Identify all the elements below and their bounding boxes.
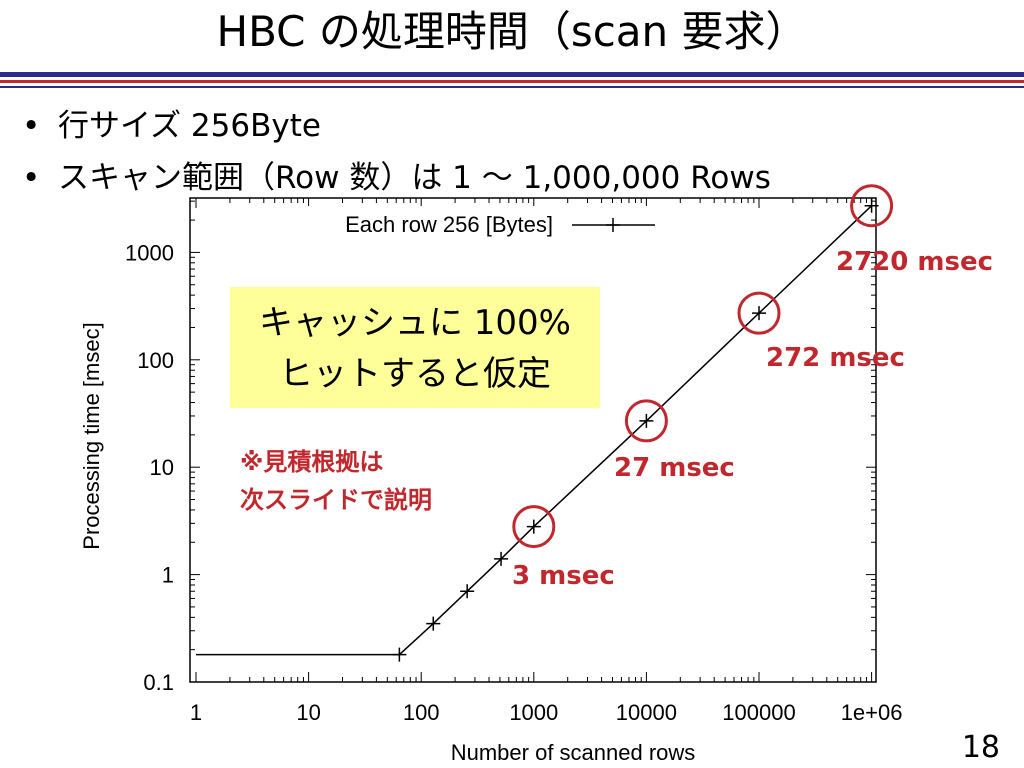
note-line: 次スライドで説明 [240, 486, 432, 514]
plot-frame [189, 197, 877, 683]
highlight-label: 272 msec [766, 343, 905, 373]
y-axis-label: Processing time [msec] [79, 322, 104, 549]
x-tick-label: 10 [296, 700, 320, 725]
data-point-marker [526, 519, 541, 534]
bullet-item: • 行サイズ 256Byte [22, 100, 771, 152]
slide-title: HBC の処理時間（scan 要求） [216, 7, 808, 56]
title-rule-middle [0, 80, 1024, 83]
bullet-list: • 行サイズ 256Byte • スキャン範囲（Row 数）は 1 ～ 1,000,… [22, 100, 771, 204]
bullet-text: スキャン範囲（Row 数）は 1 ～ 1,000,000 Rows [58, 160, 771, 196]
highlight-circle [624, 399, 668, 443]
note-line: ※見積根拠は [240, 448, 383, 476]
bullet-dot-icon: • [22, 160, 41, 196]
data-point-marker [460, 584, 475, 599]
x-tick-label: 1 [190, 700, 202, 725]
data-point-marker [752, 306, 766, 321]
y-tick-label: 1 [162, 563, 174, 588]
x-tick-label: 100000 [722, 700, 795, 725]
legend-label: Each row 256 [Bytes] [345, 212, 553, 237]
bullet-text: 行サイズ 256Byte [58, 108, 321, 144]
data-point-marker [494, 551, 509, 566]
highlight-circle [850, 184, 894, 228]
data-point-marker [426, 616, 441, 631]
x-tick-label: 1000 [509, 700, 558, 725]
callout-box [230, 287, 600, 408]
y-tick-label: 0.1 [143, 670, 174, 695]
x-tick-label: 10000 [616, 700, 677, 725]
title-rule-top [0, 72, 1024, 77]
highlight-label: 3 msec [512, 561, 615, 591]
highlight-label: 2720 msec [836, 247, 993, 277]
bullet-dot-icon: • [22, 108, 41, 144]
x-axis-label: Number of scanned rows [451, 740, 696, 765]
highlight-circle [737, 291, 781, 335]
title-rule-bottom [0, 86, 1024, 88]
callout-line: ヒットすると仮定 [279, 354, 551, 394]
x-tick-label: 1e+06 [841, 700, 903, 725]
data-point-marker [639, 413, 654, 428]
page-number: 18 [961, 730, 1000, 765]
y-tick-label: 100 [137, 348, 174, 373]
callout-line: キャッシュに 100% [259, 303, 571, 343]
data-point-marker [864, 198, 879, 213]
y-tick-label: 10 [150, 455, 174, 480]
legend-background [278, 206, 658, 240]
y-tick-label: 1000 [125, 240, 174, 265]
x-tick-label: 100 [403, 700, 440, 725]
bullet-item: • スキャン範囲（Row 数）は 1 ～ 1,000,000 Rows [22, 152, 771, 204]
data-point-marker [392, 647, 407, 662]
legend-marker [606, 218, 620, 232]
highlight-label: 27 msec [614, 453, 735, 483]
highlight-circle [512, 505, 556, 549]
